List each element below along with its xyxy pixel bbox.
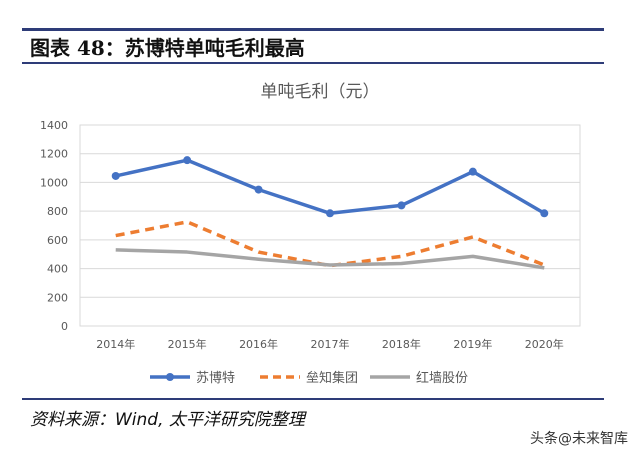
legend-label: 垒知集团 bbox=[306, 370, 358, 386]
title-rule bbox=[22, 62, 604, 64]
y-tick-label: 0 bbox=[61, 320, 68, 333]
bottom-rule bbox=[22, 398, 604, 400]
series-line-0 bbox=[115, 158, 546, 216]
watermark: 头条@未来智库 bbox=[530, 431, 628, 447]
x-tick-label: 2017年 bbox=[311, 337, 350, 351]
source-note: 资料来源：Wind, 太平洋研究院整理 bbox=[30, 410, 305, 430]
y-tick-label: 800 bbox=[47, 205, 68, 218]
x-tick-label: 2014年 bbox=[96, 337, 135, 351]
legend-marker bbox=[166, 373, 174, 381]
figure-title: 图表 48：苏博特单吨毛利最高 bbox=[30, 36, 305, 60]
y-tick-label: 200 bbox=[47, 291, 68, 304]
x-tick-label: 2020年 bbox=[525, 337, 564, 351]
line-chart: 单吨毛利（元） 0 200 400 600 800 1000 1200 1400 2014年 201… bbox=[40, 82, 581, 386]
y-tick-label: 400 bbox=[47, 263, 68, 276]
chart-title: 单吨毛利（元） bbox=[261, 82, 380, 102]
y-tick-label: 1200 bbox=[40, 148, 68, 161]
top-rule bbox=[22, 28, 604, 31]
y-tick-label: 1000 bbox=[40, 176, 68, 189]
data-point bbox=[183, 156, 192, 165]
legend-label: 红墙股份 bbox=[416, 370, 468, 386]
series-line-2 bbox=[115, 248, 545, 270]
plot-border bbox=[79, 124, 581, 327]
x-tick-label: 2016年 bbox=[239, 337, 278, 351]
x-tick-label: 2018年 bbox=[382, 337, 421, 351]
data-point bbox=[540, 209, 549, 218]
data-point bbox=[397, 201, 406, 210]
x-tick-label: 2015年 bbox=[168, 337, 207, 351]
x-tick-label: 2019年 bbox=[453, 337, 492, 351]
legend-label: 苏博特 bbox=[196, 370, 235, 386]
data-point bbox=[326, 209, 334, 218]
y-tick-label: 600 bbox=[47, 234, 68, 247]
data-point bbox=[468, 167, 477, 176]
data-point bbox=[254, 185, 263, 194]
data-point bbox=[111, 171, 120, 180]
y-tick-label: 1400 bbox=[40, 119, 68, 132]
